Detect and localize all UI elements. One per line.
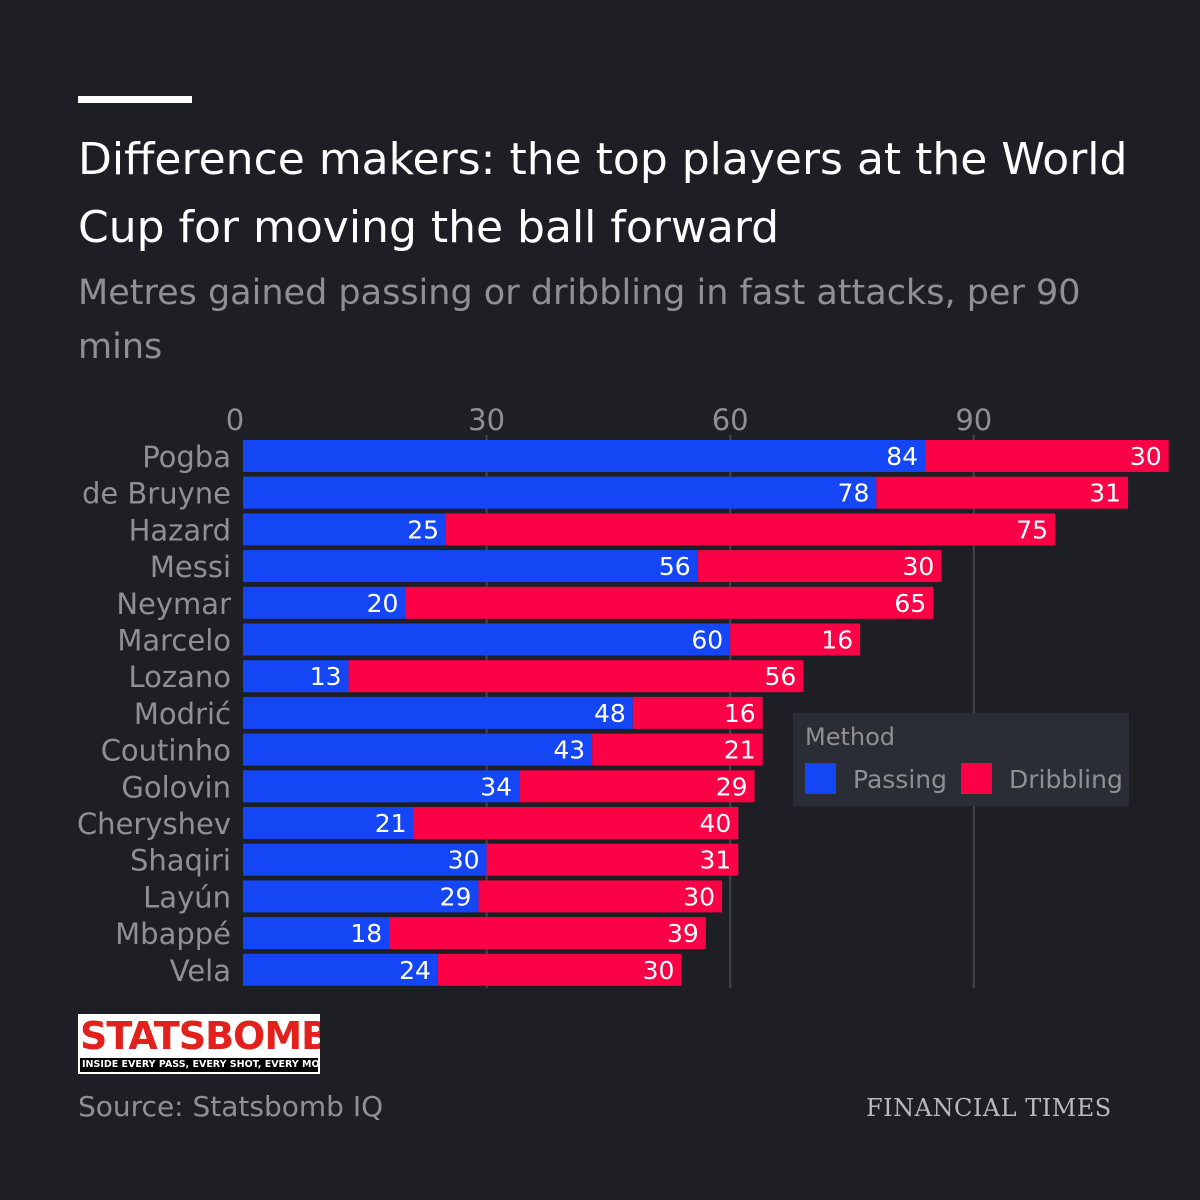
data-label: 43 xyxy=(553,736,585,765)
category-label: Layún xyxy=(143,880,231,914)
data-label: 75 xyxy=(1016,515,1048,544)
category-label: Marcelo xyxy=(117,624,231,658)
data-label: 84 xyxy=(886,442,918,471)
data-label: 60 xyxy=(691,626,723,655)
legend-label-passing: Passing xyxy=(853,765,947,794)
bar-dribbling xyxy=(348,660,804,693)
bar-passing xyxy=(243,660,349,693)
data-label: 40 xyxy=(700,809,732,838)
legend-title: Method xyxy=(805,723,896,751)
x-tick-label: 30 xyxy=(468,403,505,437)
statsbomb-logo: STATSBOMB INSIDE EVERY PASS, EVERY SHOT,… xyxy=(78,1014,320,1074)
data-label: 16 xyxy=(724,699,756,728)
data-label: 39 xyxy=(667,919,699,948)
bar-passing xyxy=(243,733,593,766)
data-label: 56 xyxy=(764,662,796,691)
bar-passing xyxy=(243,550,698,583)
category-label: Mbappé xyxy=(115,917,231,951)
category-label: Modrić xyxy=(134,697,231,731)
bar-passing xyxy=(243,696,633,729)
x-tick-label: 60 xyxy=(712,403,749,437)
data-label: 29 xyxy=(440,882,472,911)
legend-swatch-passing xyxy=(805,763,836,794)
bar-passing xyxy=(243,880,479,913)
chart-title: Difference makers: the top players at th… xyxy=(78,134,1128,253)
data-label: 21 xyxy=(375,809,407,838)
category-label: Cheryshev xyxy=(77,807,231,841)
bar-passing xyxy=(243,770,520,803)
bar-passing xyxy=(243,586,406,619)
bar-dribbling xyxy=(519,770,755,803)
bar-dribbling xyxy=(405,586,934,619)
data-label: 30 xyxy=(1130,442,1162,471)
data-label: 30 xyxy=(448,846,480,875)
category-label: Vela xyxy=(170,954,231,988)
data-label: 25 xyxy=(407,515,439,544)
bar-dribbling xyxy=(925,440,1169,472)
data-label: 30 xyxy=(903,552,935,581)
data-label: 48 xyxy=(594,699,626,728)
data-label: 30 xyxy=(683,882,715,911)
data-label: 31 xyxy=(1089,479,1121,508)
category-label: Coutinho xyxy=(101,734,231,768)
bar-dribbling xyxy=(632,696,763,729)
bar-dribbling xyxy=(697,550,942,583)
publisher-logo: FINANCIAL TIMES xyxy=(866,1094,1112,1122)
data-label: 16 xyxy=(821,626,853,655)
data-label: 20 xyxy=(367,589,399,618)
category-label: Neymar xyxy=(116,587,231,621)
data-label: 65 xyxy=(894,589,926,618)
bar-dribbling xyxy=(730,623,861,656)
category-label: Hazard xyxy=(129,513,231,547)
bar-chart: 0 30 60 90 Pogba 84 30 de Bruyne 78 31 Hazard 25 75 M… xyxy=(77,403,1169,988)
data-label: 31 xyxy=(700,846,732,875)
source-note: Source: Statsbomb IQ xyxy=(78,1090,384,1123)
category-label: Shaqiri xyxy=(130,844,231,878)
bar-dribbling xyxy=(413,807,739,839)
category-label: de Bruyne xyxy=(82,477,231,511)
bar-dribbling xyxy=(389,917,706,950)
category-label: Golovin xyxy=(121,770,231,804)
bar-dribbling xyxy=(446,513,1055,546)
bar-dribbling xyxy=(437,953,682,986)
x-tick-label: 0 xyxy=(226,403,244,437)
legend-label-dribbling: Dribbling xyxy=(1009,765,1123,794)
bar-dribbling xyxy=(478,880,723,913)
chart-subtitle: Metres gained passing or dribbling in fa… xyxy=(78,273,1081,367)
category-label: Messi xyxy=(150,550,231,584)
data-label: 30 xyxy=(643,956,675,985)
data-label: 24 xyxy=(399,956,431,985)
bar-dribbling xyxy=(876,476,1129,509)
data-label: 18 xyxy=(350,919,382,948)
legend: Method Passing Dribbling xyxy=(793,713,1129,806)
data-label: 34 xyxy=(480,772,512,801)
data-label: 56 xyxy=(659,552,691,581)
bar-passing xyxy=(243,440,926,472)
data-label: 13 xyxy=(310,662,342,691)
x-tick-label: 90 xyxy=(955,403,992,437)
category-label: Pogba xyxy=(142,440,231,474)
logo-tagline: INSIDE EVERY PASS, EVERY SHOT, EVERY MOV… xyxy=(80,1058,318,1072)
bar-passing xyxy=(243,623,731,656)
legend-swatch-dribbling xyxy=(961,763,992,794)
data-label: 29 xyxy=(716,772,748,801)
bar-dribbling xyxy=(486,843,739,876)
category-label: Lozano xyxy=(128,660,231,694)
bar-dribbling xyxy=(592,733,763,766)
bar-passing xyxy=(243,917,390,950)
bar-passing xyxy=(243,476,877,509)
bar-passing xyxy=(243,953,438,986)
data-label: 78 xyxy=(838,479,870,508)
bar-passing xyxy=(243,843,487,876)
logo-wordmark: STATSBOMB xyxy=(80,1014,320,1058)
top-rule xyxy=(78,96,192,103)
bar-passing xyxy=(243,807,414,839)
bar-passing xyxy=(243,513,446,546)
data-label: 21 xyxy=(724,736,756,765)
